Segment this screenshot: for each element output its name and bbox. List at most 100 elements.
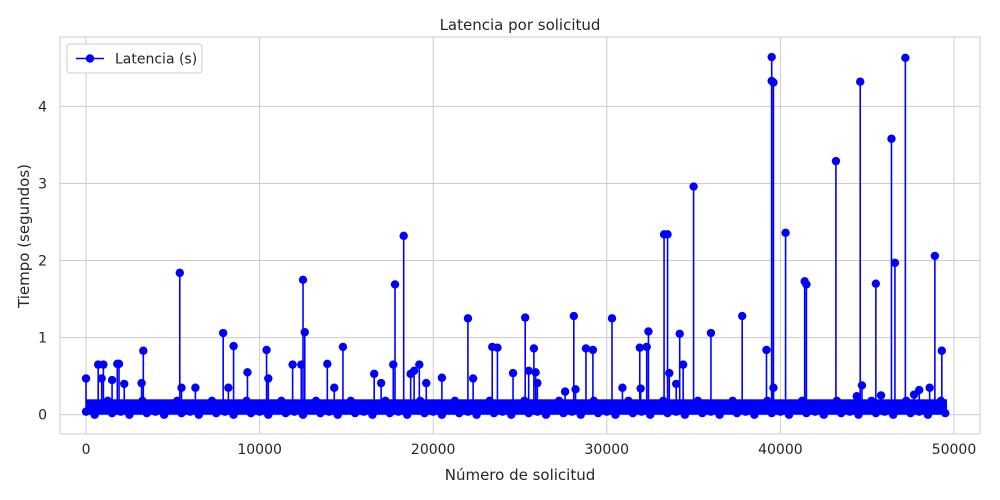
data-point <box>389 360 398 369</box>
data-point <box>650 399 659 409</box>
data-point <box>468 402 477 412</box>
data-point <box>858 399 868 409</box>
data-point <box>94 399 104 409</box>
data-point <box>580 399 590 409</box>
data-point <box>433 402 442 412</box>
data-point <box>333 410 342 419</box>
data-point <box>902 396 911 406</box>
data-point <box>139 346 148 355</box>
data-point <box>450 396 460 406</box>
data-point <box>871 408 881 418</box>
data-point <box>177 408 186 418</box>
data-point <box>737 311 747 321</box>
data-point <box>459 401 468 410</box>
data-point <box>919 402 928 412</box>
data-point <box>560 387 570 396</box>
data-point <box>724 405 733 415</box>
data-point <box>190 402 199 412</box>
data-point <box>155 402 165 412</box>
data-point <box>644 327 653 336</box>
x-tick-label: 0 <box>82 442 91 458</box>
data-point <box>862 405 872 415</box>
data-point <box>598 401 607 410</box>
data-point <box>529 344 539 353</box>
data-point <box>285 401 295 410</box>
data-point <box>897 405 907 415</box>
y-axis-title: Tiempo (segundos) <box>15 164 33 309</box>
data-point <box>607 314 617 323</box>
data-point <box>175 268 184 278</box>
data-point <box>763 396 772 406</box>
data-point <box>86 402 95 412</box>
data-point <box>665 368 674 378</box>
data-point <box>815 402 824 412</box>
data-point <box>415 396 425 406</box>
data-point <box>472 410 481 419</box>
data-point <box>508 368 518 378</box>
data-point <box>288 360 297 369</box>
data-point <box>225 402 234 412</box>
data-point <box>719 399 729 409</box>
data-point <box>615 399 625 409</box>
data-point <box>177 383 186 392</box>
data-point <box>937 346 947 355</box>
data-point <box>659 396 668 406</box>
data-point <box>114 359 124 369</box>
data-point <box>632 401 642 410</box>
data-point <box>81 374 91 383</box>
data-point <box>389 401 399 410</box>
data-point <box>642 342 651 352</box>
data-point <box>330 383 339 392</box>
data-point <box>689 182 698 191</box>
data-point <box>402 410 412 419</box>
x-tick-label: 20000 <box>411 442 456 458</box>
data-point <box>411 405 421 415</box>
data-point <box>618 383 627 392</box>
data-point <box>337 399 347 409</box>
data-point <box>120 379 129 389</box>
data-point <box>399 231 408 241</box>
data-point <box>893 399 902 409</box>
data-point <box>890 258 900 268</box>
data-point <box>350 408 360 418</box>
data-point <box>112 401 121 410</box>
data-point <box>635 343 644 352</box>
data-point <box>806 401 815 410</box>
data-point <box>793 405 802 415</box>
data-point <box>407 399 416 409</box>
data-point <box>229 410 238 419</box>
data-point <box>641 402 651 412</box>
data-point <box>316 408 325 418</box>
data-point <box>930 251 940 261</box>
data-point <box>338 342 348 352</box>
y-tick-label: 2 <box>38 254 47 270</box>
data-point <box>550 405 559 415</box>
data-point <box>203 405 212 415</box>
data-point <box>698 408 707 418</box>
data-point <box>831 156 841 166</box>
data-point <box>667 401 677 410</box>
data-point <box>619 405 629 415</box>
data-point <box>849 402 859 412</box>
data-point <box>789 399 798 409</box>
data-point <box>711 402 720 412</box>
x-tick-label: 30000 <box>585 442 630 458</box>
data-point <box>572 402 581 412</box>
data-point <box>446 405 455 415</box>
data-point <box>828 405 837 415</box>
data-point <box>823 399 833 409</box>
data-point <box>485 396 494 406</box>
data-point <box>199 399 208 409</box>
data-point <box>216 401 225 410</box>
data-point <box>294 402 303 412</box>
data-point <box>910 401 920 410</box>
data-point <box>164 399 173 409</box>
data-point <box>515 405 525 415</box>
data-point <box>856 77 865 86</box>
data-point <box>767 52 776 62</box>
data-point <box>385 408 395 418</box>
data-point <box>857 381 867 390</box>
data-point <box>923 410 933 419</box>
data-point <box>307 405 316 415</box>
data-point <box>133 405 143 415</box>
